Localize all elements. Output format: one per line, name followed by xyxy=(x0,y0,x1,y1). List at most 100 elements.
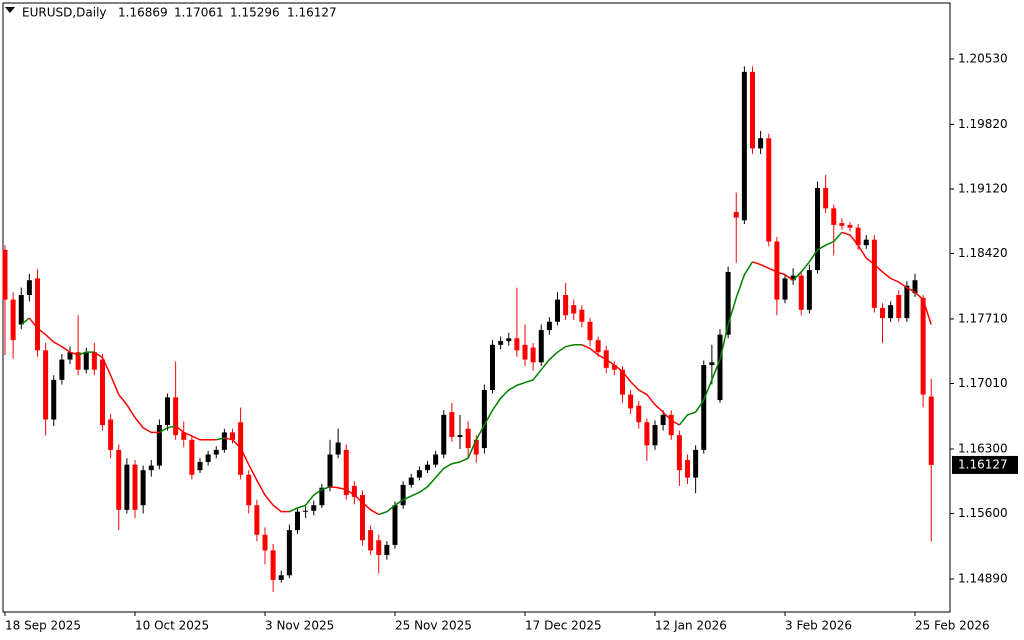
moving-average xyxy=(329,486,380,516)
candle-body xyxy=(140,470,146,506)
x-tick-label: 18 Sep 2025 xyxy=(5,619,81,633)
candle-body xyxy=(392,505,398,545)
candle-body xyxy=(156,425,162,466)
candle-body xyxy=(611,365,617,370)
candle-body xyxy=(425,464,430,471)
candle-body xyxy=(595,340,601,353)
candle-body xyxy=(457,435,463,437)
close-value: 1.16127 xyxy=(287,6,337,20)
moving-average xyxy=(841,231,932,325)
moving-average xyxy=(77,351,95,356)
candle-body xyxy=(246,474,252,506)
candle-body xyxy=(35,278,40,351)
candle-body xyxy=(798,275,804,310)
moving-average xyxy=(224,437,290,513)
candle-body xyxy=(522,344,528,360)
candle-body xyxy=(376,540,382,556)
candle-body xyxy=(847,224,853,228)
x-tick-label: 10 Oct 2025 xyxy=(135,619,209,633)
candle-body xyxy=(668,414,674,436)
candle-body xyxy=(741,71,747,221)
candle-body xyxy=(286,530,292,576)
candle-body xyxy=(896,295,902,319)
candle-body xyxy=(262,534,268,551)
candle-body xyxy=(863,239,869,246)
menu-triangle[interactable] xyxy=(5,7,15,13)
candle-body xyxy=(67,352,73,360)
x-tick-label: 12 Jan 2026 xyxy=(655,619,727,633)
candle-body xyxy=(481,389,487,449)
candle-body xyxy=(124,464,130,510)
candle-body xyxy=(701,365,707,450)
candle-body xyxy=(108,419,114,450)
candle-body xyxy=(725,271,731,335)
candle-body xyxy=(888,305,894,319)
candle-body xyxy=(26,280,32,296)
candle-body xyxy=(473,439,479,455)
candle-body xyxy=(400,484,406,506)
candle-body xyxy=(83,352,89,370)
candle-body xyxy=(750,71,755,149)
candle-body xyxy=(823,188,829,209)
candle-body xyxy=(433,454,439,465)
candle-body xyxy=(498,341,504,345)
candle-body xyxy=(465,428,471,449)
candle-body xyxy=(278,575,284,580)
candle-body xyxy=(148,465,154,471)
candle-body xyxy=(555,299,560,322)
moving-average xyxy=(175,425,217,441)
x-tick-label: 25 Feb 2026 xyxy=(915,619,990,633)
candle-body xyxy=(100,359,105,426)
x-tick-label: 3 Feb 2026 xyxy=(785,619,852,633)
candle-body xyxy=(351,485,357,497)
y-tick-label: 1.17010 xyxy=(958,376,1008,390)
candle-body xyxy=(571,305,577,314)
candle-body xyxy=(295,511,300,531)
candle-body xyxy=(709,362,715,366)
candle-body xyxy=(676,435,682,471)
plot-frame xyxy=(2,2,951,613)
candle-body xyxy=(384,544,390,556)
moving-average xyxy=(581,344,680,426)
candle-body xyxy=(165,397,170,426)
moving-average xyxy=(159,425,176,434)
y-tick-label: 1.16300 xyxy=(958,441,1008,455)
candle-body xyxy=(855,227,861,246)
y-tick-label: 1.20530 xyxy=(958,51,1008,65)
candle-body xyxy=(360,495,365,541)
candle-body xyxy=(116,449,122,510)
candle-body xyxy=(335,442,341,455)
y-tick-label: 1.19820 xyxy=(958,117,1008,131)
moving-average xyxy=(792,231,843,281)
candle-body xyxy=(546,321,552,331)
candle-body xyxy=(2,249,8,300)
candle-body xyxy=(10,299,16,341)
candle-body xyxy=(912,280,918,294)
candle-body xyxy=(514,338,520,351)
candle-body xyxy=(928,396,934,465)
candle-body xyxy=(213,449,219,455)
candle-body xyxy=(18,295,24,325)
candle-body xyxy=(43,350,49,420)
candle-body xyxy=(620,369,625,395)
candle-body xyxy=(490,344,495,390)
candle-body xyxy=(408,477,414,485)
candle-body xyxy=(693,449,699,478)
candle-body xyxy=(766,138,772,242)
moving-average xyxy=(216,437,225,441)
candle-body xyxy=(758,138,764,149)
candle-body xyxy=(530,347,536,363)
x-tick-label: 25 Nov 2025 xyxy=(395,619,472,633)
candle-body xyxy=(91,352,97,370)
candle-body xyxy=(774,241,780,300)
candle-body xyxy=(652,425,658,446)
candle-body xyxy=(230,432,235,440)
y-tick-label: 1.18420 xyxy=(958,246,1008,260)
candle-body xyxy=(904,285,910,319)
candle-body xyxy=(920,297,926,395)
candle-body xyxy=(368,530,374,551)
candle-body xyxy=(449,412,455,437)
candle-body xyxy=(636,405,642,423)
moving-average xyxy=(378,344,582,516)
candle-body xyxy=(628,394,634,409)
